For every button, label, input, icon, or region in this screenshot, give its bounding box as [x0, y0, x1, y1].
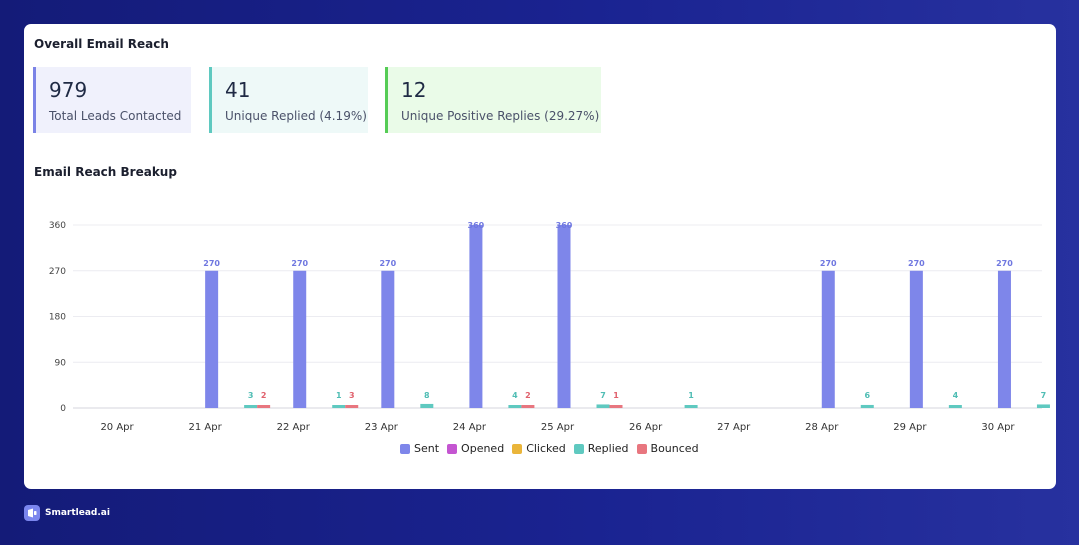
- y-tick-label: 270: [49, 267, 66, 277]
- data-label: 3: [349, 391, 355, 400]
- legend-item-sent[interactable]: Sent: [400, 442, 439, 455]
- y-tick-label: 0: [60, 404, 66, 414]
- legend-item-bounced[interactable]: Bounced: [636, 442, 699, 455]
- x-tick-label: 26 Apr: [629, 422, 663, 433]
- bar-sent: [293, 270, 307, 408]
- data-label: 270: [996, 259, 1013, 268]
- bar-bounced: [345, 405, 359, 408]
- stat-label: Unique Replied (4.19%): [225, 109, 367, 123]
- bar-sent: [381, 270, 395, 408]
- data-label: 1: [613, 391, 619, 400]
- x-tick-label: 21 Apr: [189, 422, 223, 433]
- data-label: 6: [864, 391, 870, 400]
- data-label: 360: [556, 221, 573, 230]
- x-tick-label: 30 Apr: [981, 422, 1015, 433]
- legend-swatch: [512, 443, 523, 454]
- y-tick-label: 180: [49, 313, 66, 323]
- data-label: 8: [424, 391, 430, 400]
- stat-label: Total Leads Contacted: [49, 109, 182, 123]
- data-label: 270: [820, 259, 837, 268]
- data-label: 270: [379, 259, 396, 268]
- data-label: 270: [908, 259, 925, 268]
- bar-bounced: [609, 405, 623, 408]
- bar-replied: [596, 404, 610, 408]
- x-tick-label: 29 Apr: [893, 422, 927, 433]
- bar-bounced: [257, 405, 271, 408]
- data-label: 1: [688, 391, 694, 400]
- brand: Smartlead.ai: [24, 505, 110, 521]
- bar-replied: [332, 405, 346, 408]
- legend-swatch: [636, 443, 647, 454]
- legend-item-opened[interactable]: Opened: [447, 442, 504, 455]
- legend-label: Bounced: [650, 442, 699, 455]
- data-label: 270: [203, 259, 220, 268]
- legend-swatch: [400, 443, 410, 454]
- legend-swatch: [447, 443, 458, 454]
- bar-sent: [909, 270, 923, 408]
- stat-positive-replies: 12 Unique Positive Replies (29.27%): [385, 67, 601, 133]
- bar-sent: [205, 270, 219, 408]
- x-tick-label: 23 Apr: [365, 422, 399, 433]
- bar-sent: [469, 225, 483, 408]
- legend-item-replied[interactable]: Replied: [573, 442, 629, 455]
- data-label: 2: [525, 391, 531, 400]
- stat-value: 41: [225, 78, 251, 102]
- stat-value: 12: [401, 78, 427, 102]
- bar-replied: [860, 404, 874, 408]
- data-label: 2: [261, 391, 267, 400]
- bar-replied: [1036, 404, 1050, 408]
- stat-total-leads: 979 Total Leads Contacted: [33, 67, 191, 133]
- x-tick-label: 20 Apr: [100, 422, 134, 433]
- data-label: 3: [248, 391, 254, 400]
- email-reach-breakup-title: Email Reach Breakup: [34, 165, 177, 179]
- data-label: 4: [953, 391, 959, 400]
- y-tick-label: 360: [49, 221, 66, 231]
- x-tick-label: 22 Apr: [277, 422, 311, 433]
- legend-swatch: [573, 443, 584, 454]
- email-reach-card: Overall Email Reach 979 Total Leads Cont…: [24, 24, 1056, 489]
- legend-label: Clicked: [526, 442, 566, 455]
- bar-replied: [508, 405, 522, 408]
- bar-replied: [948, 405, 962, 408]
- y-tick-label: 90: [55, 358, 67, 368]
- data-label: 270: [291, 259, 308, 268]
- bar-sent: [821, 270, 835, 408]
- smartlead-logo-icon: [24, 505, 40, 521]
- x-tick-label: 28 Apr: [805, 422, 839, 433]
- data-label: 1: [336, 391, 342, 400]
- data-label: 360: [468, 221, 485, 230]
- x-tick-label: 27 Apr: [717, 422, 751, 433]
- x-tick-label: 24 Apr: [453, 422, 487, 433]
- bar-replied: [684, 405, 698, 408]
- legend-label: Opened: [461, 442, 505, 455]
- bar-bounced: [521, 405, 535, 408]
- legend-label: Replied: [587, 442, 629, 455]
- legend-label: Sent: [414, 442, 440, 455]
- brand-name: Smartlead.ai: [45, 508, 110, 518]
- stat-value: 979: [49, 78, 88, 102]
- bar-replied: [244, 405, 258, 408]
- data-label: 4: [512, 391, 518, 400]
- overall-email-reach-title: Overall Email Reach: [34, 37, 169, 51]
- chart-legend: Sent Opened Clicked Replied Bounced: [400, 442, 699, 455]
- data-label: 7: [600, 391, 606, 400]
- stat-unique-replied: 41 Unique Replied (4.19%): [209, 67, 368, 133]
- bar-sent: [557, 225, 571, 408]
- legend-item-clicked[interactable]: Clicked: [512, 442, 566, 455]
- bar-sent: [997, 270, 1011, 408]
- x-tick-label: 25 Apr: [541, 422, 575, 433]
- data-label: 7: [1041, 391, 1047, 400]
- bar-replied: [420, 403, 434, 408]
- stat-label: Unique Positive Replies (29.27%): [401, 109, 600, 123]
